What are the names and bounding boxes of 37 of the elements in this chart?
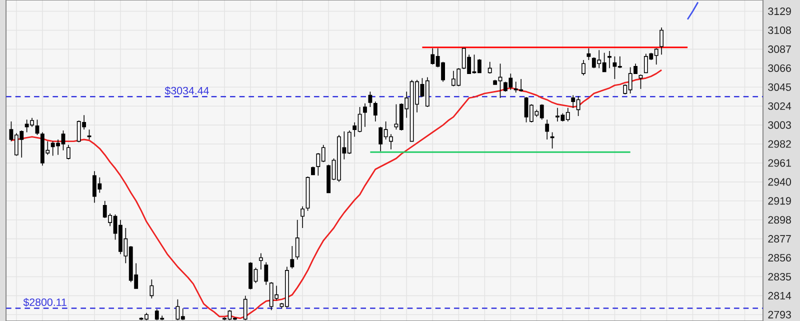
y-tick-label: 2793 <box>768 310 791 318</box>
candlestick <box>35 119 40 136</box>
y-tick-label: 2898 <box>768 216 791 224</box>
y-tick-label: 2961 <box>768 159 791 167</box>
candlestick <box>608 50 612 69</box>
candlestick <box>290 246 294 270</box>
candlestick <box>368 91 372 108</box>
candlestick <box>150 279 154 299</box>
candlestick <box>258 252 263 270</box>
ref-line-label: $3034.44 <box>164 86 209 96</box>
y-tick-label: 2814 <box>768 292 792 300</box>
candlestick <box>66 144 70 160</box>
y-tick-label: 2856 <box>768 254 791 262</box>
y-tick-label: 3066 <box>768 64 791 72</box>
candlestick <box>545 119 550 140</box>
y-tick-label: 3024 <box>768 102 792 110</box>
y-tick-label: 3003 <box>768 121 791 129</box>
y-tick-label: 2835 <box>768 272 791 281</box>
candlestick <box>373 101 378 122</box>
y-tick-label: 3045 <box>768 83 791 91</box>
y-tick-label: 2919 <box>768 197 791 205</box>
candlestick <box>300 206 305 228</box>
candlestick <box>582 60 586 76</box>
candlestick <box>363 102 367 128</box>
y-tick-label: 3108 <box>768 26 791 34</box>
y-tick-label: 2940 <box>768 178 792 186</box>
candlestick <box>586 48 591 60</box>
y-tick-label: 2877 <box>768 235 791 243</box>
candlestick <box>295 219 300 260</box>
candlestick <box>638 74 643 90</box>
y-tick-label: 3087 <box>768 45 791 53</box>
y-tick-label: 3129 <box>768 8 791 16</box>
ref-line-label: $2800.11 <box>23 298 66 307</box>
candlestick <box>264 262 268 286</box>
candlestick <box>488 61 492 74</box>
candlestick <box>660 27 664 56</box>
y-tick-label: 2982 <box>768 140 791 148</box>
